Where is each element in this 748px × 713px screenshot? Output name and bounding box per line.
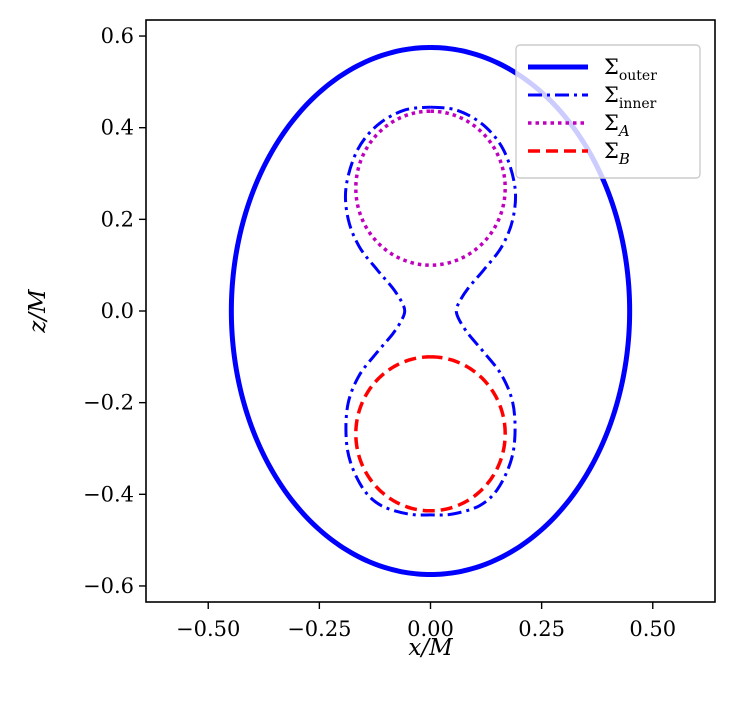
x-tick-label: −0.25 xyxy=(287,617,351,641)
x-tick-label: −0.50 xyxy=(176,617,240,641)
series-a-circle xyxy=(354,109,507,267)
x-tick-label: 0.50 xyxy=(629,617,676,641)
x-axis-label: x/M xyxy=(408,635,454,661)
series-inner-curve xyxy=(343,105,518,517)
y-axis-label: z/M xyxy=(25,288,51,334)
y-tick-label: −0.4 xyxy=(83,482,134,506)
legend-entry: ΣA xyxy=(604,111,630,140)
plot-area xyxy=(228,45,633,577)
series-outer-curve xyxy=(228,45,633,577)
axes: −0.50 −0.25 0.00 0.25 0.50 −0.6 −0.4 −0.2 0.0 0.2… xyxy=(25,19,716,661)
y-tick-label: −0.2 xyxy=(83,391,134,415)
legend-entry: Σinner xyxy=(604,83,657,112)
y-tick-label: 0.0 xyxy=(101,299,134,323)
legend-entry: ΣB xyxy=(604,139,630,168)
x-tick-label: 0.25 xyxy=(518,617,565,641)
y-tick-label: 0.6 xyxy=(101,24,134,48)
legend-box xyxy=(515,44,701,179)
x-tick-label: 0.00 xyxy=(407,617,454,641)
legend-entry: Σouter xyxy=(604,55,657,84)
y-tick-label: 0.2 xyxy=(101,207,134,231)
series-b-circle xyxy=(354,355,507,513)
y-tick-label: 0.4 xyxy=(101,116,134,140)
y-tick-label: −0.6 xyxy=(83,574,134,598)
